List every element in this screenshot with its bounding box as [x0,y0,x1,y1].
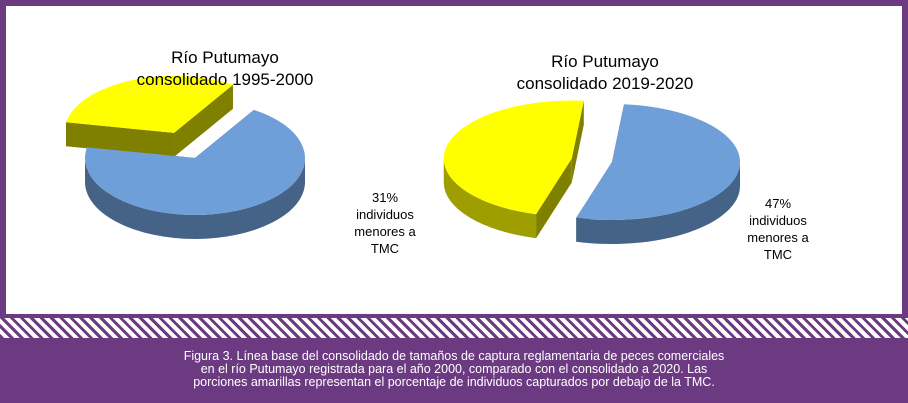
caption-line-1: Figura 3. Línea base del consolidado de … [183,349,725,363]
data-label-2-line-1: 47% [764,196,792,211]
pie1-slice-1-rim-1 [85,158,305,239]
pie2-slice-2-side [443,100,584,239]
data-label-2: 47% individuos menores a TMC [728,195,828,263]
chart-title-2: Río Putumayo consolidado 2019-2020 [480,51,730,95]
pie-chart-2019-2020 [443,100,740,244]
pie-chart-1995-2000 [65,75,305,239]
data-label-1-line-2: individuos [356,207,414,222]
caption-band [0,338,908,403]
hatch-divider [0,318,908,338]
pie1-slice-1 [85,109,305,215]
data-label-2-line-4: TMC [763,247,793,262]
pie2-slice-1-rim-1 [576,162,740,244]
data-label-2-line-3: menores a [747,230,809,245]
chart-title-1-line-1: Río Putumayo [171,48,279,67]
chart-title-2-line-1: Río Putumayo [551,52,659,71]
chart-title-1: Río Putumayo consolidado 1995-2000 [110,47,340,91]
chart-title-2-line-2: consolidado 2019-2020 [516,74,694,93]
data-label-2-line-2: individuos [749,213,807,228]
pie2-slice-2-rim-1 [443,158,537,239]
data-label-1: 31% individuos menores a TMC [340,189,430,257]
pie1-slice-2 [65,75,233,133]
data-label-1-line-1: 31% [371,190,399,205]
chart-title-1-line-2: consolidado 1995-2000 [136,70,314,89]
pie2-slice-1 [576,104,740,220]
caption-line-2: en el río Putumayo registrada para el añ… [200,362,708,376]
pie1-slice-2-wall-2 [174,84,233,157]
data-label-1-line-4: TMC [370,241,400,256]
pie2-slice-2-wall-1 [536,158,572,239]
pie2-slice-2 [443,100,584,215]
caption-line-3: porciones amarillas representan el porce… [193,375,715,389]
data-label-1-line-3: menores a [354,224,416,239]
figure-caption: Figura 3. Línea base del consolidado de … [120,350,788,389]
pie2-slice-2-wall-2 [571,100,584,183]
